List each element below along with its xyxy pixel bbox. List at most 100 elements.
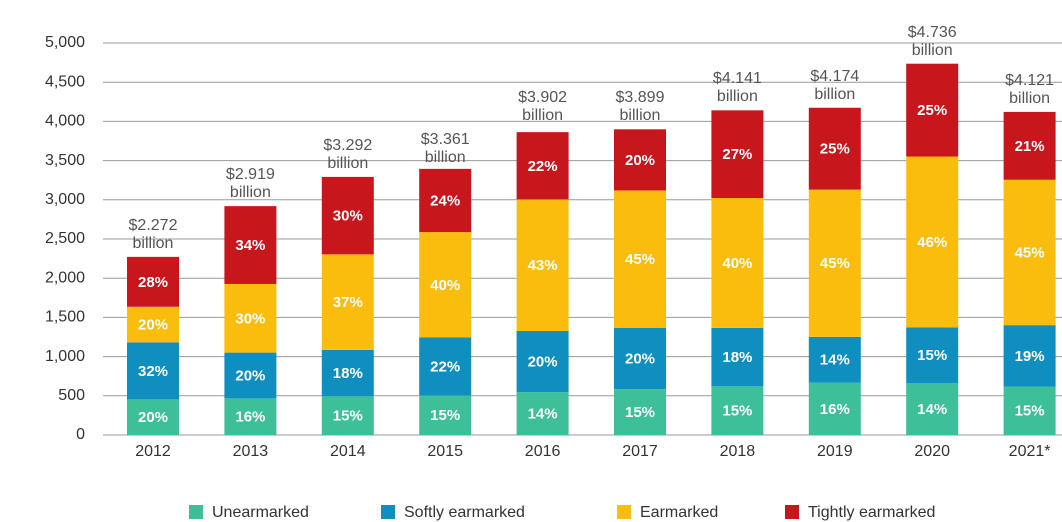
segment-label: 15%	[430, 407, 460, 424]
segment-label: 34%	[235, 237, 265, 254]
segment-label: 32%	[138, 363, 168, 380]
segment-label: 14%	[917, 401, 947, 418]
bar-segment	[808, 336, 861, 383]
bar-segment	[711, 386, 764, 435]
segment-label: 25%	[820, 141, 850, 158]
segment-label: 16%	[235, 409, 265, 426]
total-label: $4.121 billion	[1005, 71, 1055, 107]
bar-segment	[419, 337, 472, 396]
bar-segment	[419, 395, 472, 435]
segment-label: 18%	[722, 349, 752, 366]
segment-label: 45%	[1015, 244, 1045, 261]
bar-segment	[711, 327, 764, 387]
bar-segment	[321, 396, 374, 435]
segment-label: 30%	[235, 310, 265, 327]
segment-label: 16%	[820, 401, 850, 418]
y-tick-label: 3,000	[45, 191, 85, 208]
legend-swatch	[617, 505, 631, 519]
segment-label: 40%	[430, 277, 460, 294]
y-tick-label: 0	[76, 426, 85, 443]
y-tick-label: 2,500	[45, 230, 85, 247]
y-tick-label: 5,000	[45, 34, 85, 51]
total-label: $4.736 billion	[907, 23, 957, 59]
bar-segment	[516, 330, 569, 393]
bar-segment	[1003, 179, 1056, 326]
segment-label: 15%	[1015, 403, 1045, 420]
x-tick-label: 2018	[720, 443, 756, 460]
segment-label: 28%	[138, 274, 168, 291]
bar-segment	[1003, 386, 1056, 435]
bar-segment	[516, 132, 569, 200]
bar-segment	[127, 256, 179, 307]
segment-label: 43%	[528, 257, 558, 274]
bar-segment	[614, 389, 666, 435]
segment-label: 20%	[138, 409, 168, 426]
bar-segment	[127, 342, 179, 400]
total-label: $3.292 billion	[323, 136, 373, 172]
segment-label: 45%	[820, 255, 850, 272]
legend-label: Softly earmarked	[404, 504, 525, 521]
x-tick-label: 2019	[817, 443, 853, 460]
segment-label: 20%	[528, 354, 558, 371]
segment-label: 25%	[917, 102, 947, 119]
legend-label: Earmarked	[640, 504, 718, 521]
total-label: $2.272 billion	[128, 216, 178, 252]
x-tick-label: 2020	[914, 443, 950, 460]
bar-segment	[224, 398, 277, 435]
total-label: $2.919 billion	[225, 166, 275, 202]
bar-segment	[321, 176, 374, 255]
x-tick-label: 2016	[525, 443, 561, 460]
segment-label: 15%	[917, 347, 947, 364]
bar-segment	[906, 63, 959, 157]
bar-segment	[1003, 111, 1056, 180]
legend-label: Unearmarked	[212, 504, 309, 521]
legend-swatch	[381, 505, 395, 519]
segment-label: 27%	[722, 146, 752, 163]
bar-segment	[614, 129, 666, 191]
total-label: $4.174 billion	[810, 67, 860, 103]
y-tick-label: 4,500	[45, 73, 85, 90]
total-label: $4.141 billion	[712, 70, 762, 106]
y-tick-label: 500	[58, 387, 85, 404]
x-tick-label: 2015	[427, 443, 463, 460]
bar-segment	[516, 392, 569, 435]
segment-label: 15%	[722, 403, 752, 420]
segment-label: 22%	[430, 358, 460, 375]
y-tick-label: 1,500	[45, 309, 85, 326]
bar-segment	[224, 283, 277, 353]
x-tick-label: 2014	[330, 443, 366, 460]
segment-label: 20%	[625, 351, 655, 368]
segment-label: 20%	[235, 367, 265, 384]
segment-label: 30%	[333, 208, 363, 225]
bar-segment	[127, 399, 179, 435]
segment-label: 20%	[138, 317, 168, 334]
total-label: $3.902 billion	[518, 89, 568, 125]
bar-segment	[614, 328, 666, 390]
bar-segment	[1003, 325, 1056, 387]
bar-segment	[906, 327, 959, 384]
segment-label: 46%	[917, 234, 947, 251]
bar-segment	[127, 306, 179, 343]
segment-label: 22%	[528, 158, 558, 175]
x-tick-label: 2012	[135, 443, 171, 460]
bar-segment	[711, 110, 764, 199]
bar-segment	[808, 382, 861, 435]
segment-label: 15%	[333, 408, 363, 425]
x-tick-label: 2021*	[1009, 443, 1051, 460]
segment-label: 18%	[333, 365, 363, 382]
bar-segment	[224, 206, 277, 284]
bar-segment	[614, 190, 666, 329]
y-tick-label: 1,000	[45, 348, 85, 365]
segment-label: 19%	[1015, 348, 1045, 365]
segment-label: 15%	[625, 404, 655, 421]
bar-segment	[321, 349, 374, 397]
bar-segment	[808, 189, 861, 337]
bar-segment	[419, 168, 472, 233]
bar-segment	[419, 232, 472, 338]
segment-label: 45%	[625, 251, 655, 268]
total-label: $3.361 billion	[420, 131, 470, 167]
segment-label: 14%	[820, 352, 850, 369]
segment-label: 24%	[430, 192, 460, 209]
